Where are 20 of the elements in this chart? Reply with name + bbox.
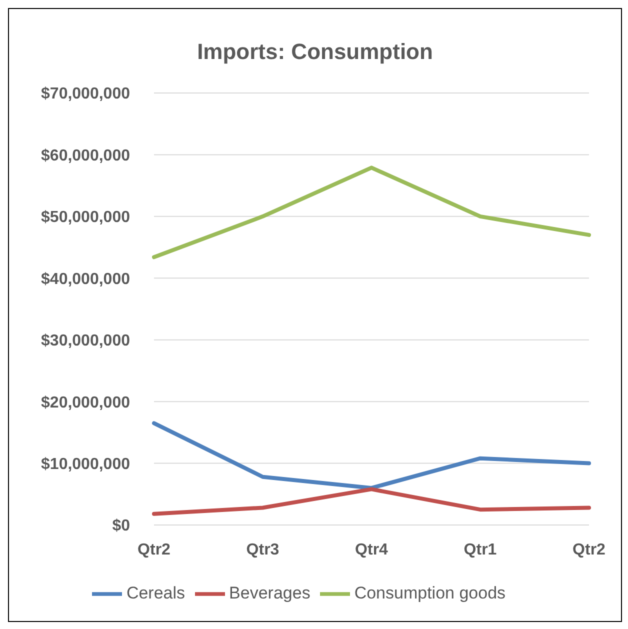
y-tick-label: $70,000,000 xyxy=(41,86,130,103)
y-tick-label: $40,000,000 xyxy=(41,270,130,288)
y-tick-label: $0 xyxy=(112,518,130,535)
line-series xyxy=(152,421,591,490)
legend-label: Consumption goods xyxy=(354,583,506,602)
x-tick-label: Qtr2 xyxy=(138,541,171,558)
legend-label: Cereals xyxy=(126,583,186,602)
y-tick-label: $10,000,000 xyxy=(41,456,130,473)
x-tick-label: Qtr1 xyxy=(464,541,497,558)
line-series xyxy=(152,487,591,516)
y-tick-label: $60,000,000 xyxy=(41,147,130,164)
x-tick-label: Qtr4 xyxy=(355,541,388,558)
y-tick-label: $50,000,000 xyxy=(41,209,130,226)
line-series xyxy=(152,166,591,260)
x-tick-label: Qtr3 xyxy=(246,541,280,558)
chart-title: Imports: Consumption xyxy=(196,38,434,66)
x-tick-label: Qtr2 xyxy=(572,541,606,558)
y-tick-label: $30,000,000 xyxy=(41,332,130,350)
y-tick-label: $20,000,000 xyxy=(41,394,130,412)
legend-label: Beverages xyxy=(229,583,310,602)
